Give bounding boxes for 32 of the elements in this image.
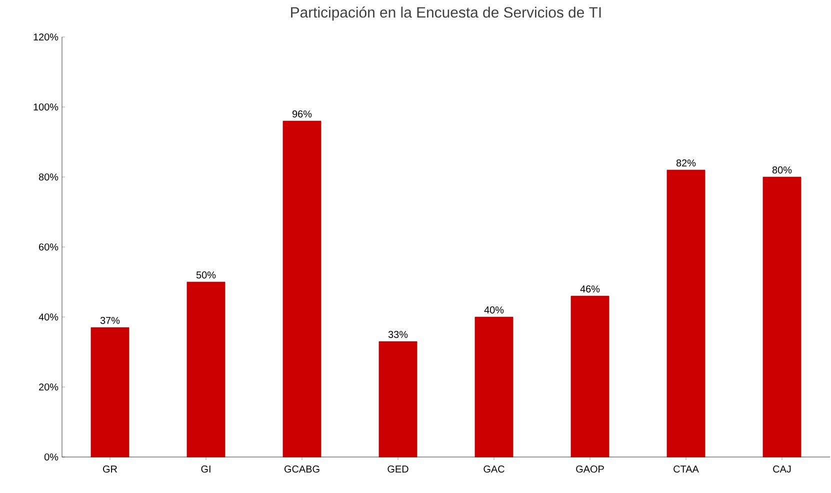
- data-label: 82%: [676, 159, 696, 166]
- x-tick-label: GI: [201, 466, 210, 473]
- data-label: 46%: [580, 285, 600, 292]
- bar: [90, 327, 130, 458]
- bar: [474, 316, 514, 458]
- bar: [186, 282, 226, 458]
- y-tick-label: 80%: [38, 173, 58, 181]
- data-label: 96%: [292, 110, 312, 118]
- y-tick-label: 0%: [44, 453, 58, 461]
- bar: [666, 170, 706, 458]
- x-tick-label: CTAA: [674, 466, 699, 473]
- bar: [378, 341, 418, 458]
- data-label: 40%: [484, 306, 504, 314]
- bar: [762, 176, 802, 458]
- chart-title: Participación en la Encuesta de Servicios de TI: [291, 6, 601, 21]
- x-tick-label: CAJ: [773, 466, 791, 473]
- x-tick-label: GAOP: [576, 466, 604, 473]
- data-label: 50%: [196, 271, 216, 278]
- x-tick-label: GCABG: [284, 466, 320, 473]
- y-tick-label: 120%: [34, 33, 58, 41]
- x-tick-label: GR: [103, 466, 118, 473]
- x-tick-label: GED: [388, 466, 408, 473]
- data-label: 37%: [100, 316, 120, 324]
- y-tick-label: 60%: [39, 243, 58, 251]
- bar: [570, 296, 610, 458]
- y-tick-label: 20%: [39, 383, 58, 391]
- y-tick-label: 40%: [38, 313, 58, 321]
- y-tick-label: 100%: [34, 103, 58, 111]
- data-label: 80%: [772, 166, 792, 174]
- x-tick-label: GAC: [484, 466, 504, 473]
- bar: [282, 120, 322, 458]
- data-label: 33%: [388, 330, 408, 338]
